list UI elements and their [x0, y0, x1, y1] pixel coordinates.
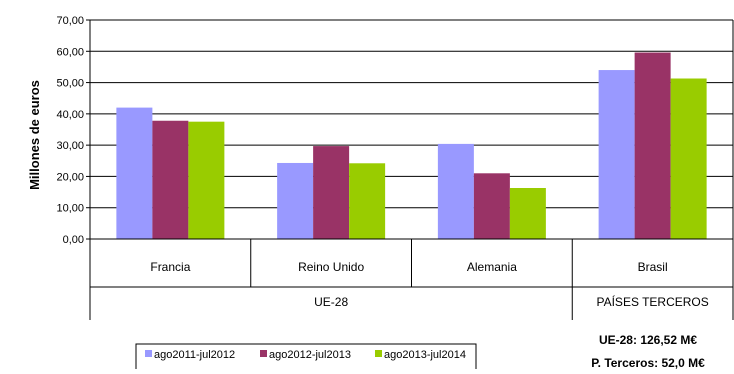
category-label: Brasil	[638, 260, 668, 274]
legend-swatch	[260, 350, 267, 357]
legend-box	[135, 343, 477, 371]
y-axis-label: Millones de euros	[27, 80, 42, 190]
y-tick-label: 10,00	[56, 203, 84, 215]
group-label: UE-28	[314, 295, 348, 309]
bar	[670, 78, 707, 239]
axes	[89, 20, 734, 320]
annotation-terceros-total: P. Terceros: 52,0 M€	[591, 356, 705, 369]
y-tick-label: 50,00	[56, 78, 84, 90]
bar	[437, 143, 474, 239]
bar	[509, 188, 546, 239]
legend-label: ago2012-jul2013	[269, 349, 351, 361]
legend-label: ago2013-jul2014	[384, 349, 466, 361]
y-tick-label: 60,00	[56, 46, 84, 58]
y-tick-label: 0,00	[63, 234, 84, 246]
category-labels: Francia Reino Unido Alemania Brasil UE-28 PAÍ…	[150, 260, 708, 309]
bar	[188, 121, 225, 239]
y-tick-label: 30,00	[56, 140, 84, 152]
annotation-ue28-total: UE-28: 126,52 M€	[599, 333, 697, 347]
category-label: Alemania	[467, 260, 517, 274]
bars	[116, 52, 707, 240]
category-label: Francia	[150, 260, 190, 274]
legend-swatch	[145, 350, 152, 357]
bar	[634, 52, 671, 240]
y-tick-label: 20,00	[56, 171, 84, 183]
bar	[313, 146, 350, 239]
bar	[116, 107, 153, 239]
bar	[152, 120, 189, 239]
group-label: PAÍSES TERCEROS	[596, 294, 708, 309]
category-label: Reino Unido	[298, 260, 364, 274]
bar	[598, 70, 635, 239]
legend-label: ago2011-jul2012	[154, 349, 235, 361]
y-tick-label: 40,00	[56, 109, 84, 121]
legend: ago2011-jul2012 ago2012-jul2013 ago2013-ju…	[135, 343, 477, 371]
bar	[349, 163, 386, 239]
bar	[277, 162, 314, 239]
y-tick-labels: 0,00 10,00 20,00 30,00 40,00 50,00 60,00 70,00	[56, 15, 84, 246]
bar	[473, 173, 510, 239]
legend-swatch	[375, 350, 382, 357]
y-tick-label: 70,00	[56, 15, 84, 27]
